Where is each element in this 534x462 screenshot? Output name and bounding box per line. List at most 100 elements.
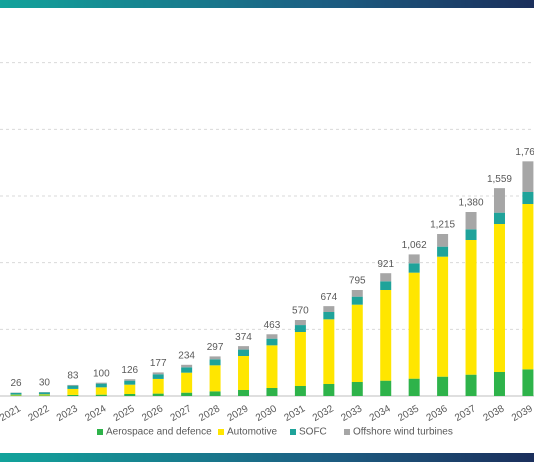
bar-segment: [124, 384, 136, 394]
bar-segment: [323, 312, 335, 320]
legend-label: SOFC: [299, 427, 327, 438]
total-label: 126: [121, 365, 138, 376]
bar-segment: [10, 394, 22, 396]
bar-segment: [351, 290, 363, 297]
x-tick-label: 2034: [368, 403, 393, 424]
bar-segment: [181, 367, 193, 373]
bar-segment: [152, 378, 164, 394]
bar-segment: [67, 394, 79, 396]
x-tick-label: 2036: [425, 403, 450, 424]
bar-segment: [95, 387, 107, 395]
bar-segment: [522, 369, 534, 396]
bar-segment: [351, 296, 363, 305]
x-tick-label: 2025: [112, 403, 137, 424]
bar-segment: [493, 212, 505, 224]
bar-segment: [238, 390, 250, 396]
bar-segment: [38, 394, 50, 396]
x-tick-label: 2029: [226, 403, 251, 424]
legend-swatch: [290, 429, 296, 435]
bar-segment: [294, 320, 306, 326]
total-label: 1,760: [515, 147, 534, 158]
bar-segment: [380, 273, 392, 282]
bar-segment: [351, 382, 363, 396]
bar-segment: [152, 393, 164, 396]
total-label: 234: [178, 350, 195, 361]
bar-segment: [266, 334, 278, 339]
bar-segment: [181, 372, 193, 393]
total-label: 1,559: [487, 174, 512, 185]
bar-segment: [493, 224, 505, 372]
x-tick-label: 2028: [197, 403, 222, 424]
total-label: 795: [349, 276, 366, 287]
bar-segment: [238, 356, 250, 390]
total-label: 297: [207, 342, 224, 353]
bar-segment: [294, 325, 306, 332]
total-label: 83: [67, 371, 79, 382]
total-label: 100: [93, 368, 110, 379]
bar-segment: [67, 385, 79, 389]
bar-segment: [67, 388, 79, 395]
bar-segment: [209, 359, 221, 366]
legend-label: Offshore wind turbines: [353, 427, 453, 438]
x-tick-label: 2030: [254, 403, 279, 424]
bar-segment: [10, 392, 22, 395]
total-label: 26: [10, 378, 22, 389]
bar-segment: [465, 229, 477, 240]
bar-segment: [323, 319, 335, 384]
bar-segment: [493, 188, 505, 213]
total-label: 463: [264, 320, 281, 331]
x-tick-label: 2039: [510, 403, 534, 424]
total-label: 674: [320, 292, 337, 303]
bar-segment: [209, 391, 221, 396]
bar-segment: [124, 379, 136, 381]
x-tick-label: 2037: [453, 403, 478, 424]
x-tick-label: 2024: [83, 403, 108, 424]
total-label: 570: [292, 306, 309, 317]
bar-segment: [323, 384, 335, 396]
bar-segment: [124, 394, 136, 396]
header-band: [0, 0, 534, 8]
total-label: 1,215: [430, 220, 455, 231]
bar-segment: [437, 376, 449, 396]
bar-segment: [38, 395, 50, 396]
total-label: 374: [235, 332, 252, 343]
bar-segment: [380, 380, 392, 396]
footer-band: [0, 453, 534, 462]
bar-segment: [152, 374, 164, 379]
total-label: 1,380: [459, 198, 484, 209]
total-label: 30: [39, 378, 51, 389]
bar-segment: [380, 290, 392, 381]
bar-segment: [38, 392, 50, 395]
bar-segment: [209, 365, 221, 392]
bar-segment: [266, 388, 278, 396]
x-tick-label: 2026: [140, 403, 165, 424]
bar-segment: [465, 374, 477, 396]
total-label: 1,062: [402, 240, 427, 251]
bar-segment: [152, 372, 164, 375]
bar-segment: [95, 383, 107, 388]
bar-segment: [181, 364, 193, 368]
bar-segment: [294, 332, 306, 386]
bar-segment: [209, 356, 221, 360]
bar-segment: [522, 161, 534, 192]
bar-segment: [465, 212, 477, 230]
bar-segment: [95, 382, 107, 384]
bar-segment: [437, 256, 449, 377]
bar-segment: [465, 240, 477, 375]
bar-segment: [437, 246, 449, 257]
bar-segment: [380, 281, 392, 290]
bar-segment: [266, 338, 278, 346]
legend-swatch: [344, 429, 350, 435]
bar-segment: [266, 345, 278, 388]
x-tick-label: 2031: [282, 403, 307, 424]
bar-segment: [67, 384, 79, 386]
legend-swatch: [97, 429, 103, 435]
x-tick-label: 2027: [169, 403, 194, 424]
x-tick-label: 2023: [55, 403, 80, 424]
bar-segment: [238, 349, 250, 356]
bar-segment: [408, 272, 420, 379]
bar-segment: [181, 392, 193, 396]
x-tick-label: 2022: [26, 403, 51, 424]
bar-segment: [351, 304, 363, 382]
